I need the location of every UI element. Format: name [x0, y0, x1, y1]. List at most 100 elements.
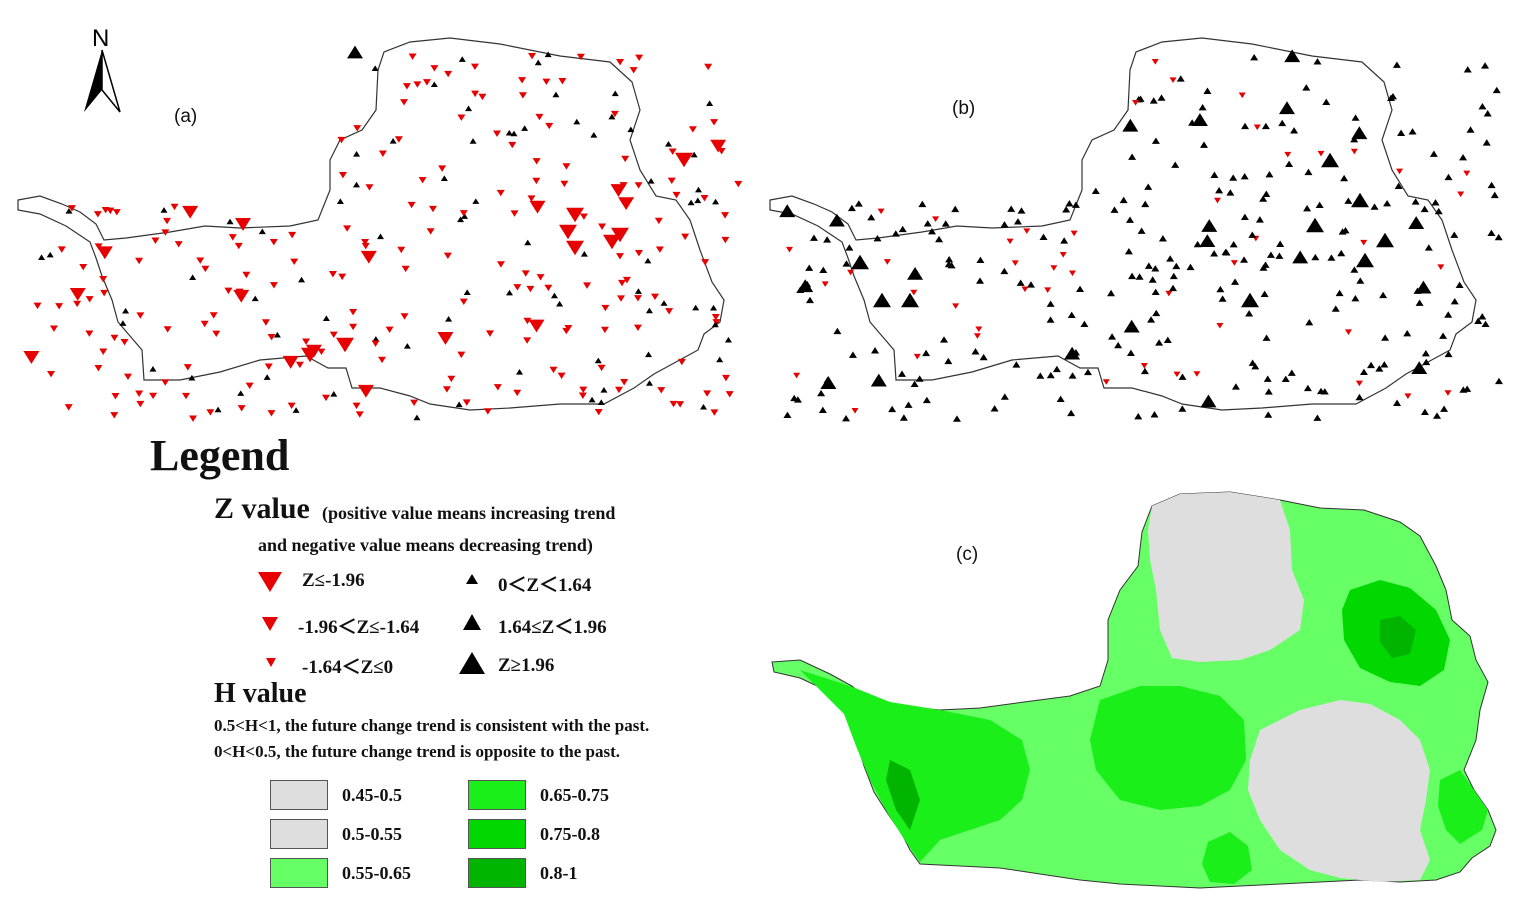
station-decrease-marker [245, 382, 254, 389]
station-decrease-marker [402, 83, 411, 90]
station-decrease-marker [657, 387, 666, 394]
legend-title: Legend [150, 431, 290, 480]
station-decrease-marker [64, 404, 73, 411]
station-increase-marker [1176, 75, 1185, 82]
station-decrease-marker [189, 415, 198, 422]
station-decrease-marker [371, 340, 380, 347]
station-decrease-marker [1444, 390, 1452, 396]
legend-label-055-065: 0.55-0.65 [342, 863, 411, 883]
station-decrease-marker [725, 391, 734, 398]
station-decrease-marker [322, 394, 331, 402]
station-decrease-marker [337, 136, 346, 144]
map-panel-b: (b) [769, 37, 1503, 422]
h-zone-dark-green-ne [1380, 616, 1416, 658]
station-decrease-marker [734, 180, 743, 188]
station-increase-marker [1421, 349, 1430, 357]
station-increase-marker [706, 100, 714, 107]
station-decrease-marker [847, 269, 855, 276]
station-increase-marker [371, 65, 379, 71]
station-increase-marker [430, 81, 438, 88]
station-decrease-marker [883, 259, 891, 265]
station-decrease-marker [242, 271, 251, 279]
station-increase-marker [692, 304, 700, 311]
station-decrease-marker [110, 334, 119, 342]
station-decrease-marker [672, 191, 681, 199]
station-decrease-marker [559, 224, 577, 240]
legend-label-z-164-196: 1.64≤Z＜1.96 [498, 617, 607, 638]
station-increase-marker [1302, 84, 1311, 91]
station-decrease-marker [700, 195, 709, 202]
station-increase-marker [1266, 251, 1275, 258]
h-value-note-line2: 0<H<0.5, the future change trend is oppo… [214, 742, 620, 761]
station-increase-marker [1481, 62, 1490, 69]
station-decrease-marker [654, 217, 663, 225]
station-increase-marker [1026, 281, 1035, 288]
station-decrease-marker [704, 63, 713, 71]
station-decrease-marker [201, 265, 210, 273]
station-decrease-marker [360, 250, 377, 264]
station-increase-marker [915, 375, 924, 382]
station-increase-marker [1134, 412, 1143, 420]
station-decrease-marker [447, 375, 456, 383]
station-increase-marker [524, 239, 532, 246]
station-increase-marker [1290, 127, 1299, 134]
station-increase-marker [1264, 411, 1273, 418]
station-increase-marker [1148, 276, 1157, 283]
station-decrease-marker [234, 218, 251, 231]
station-decrease-marker [295, 361, 304, 369]
h-value-note-line1: 0.5<H<1, the future change trend is cons… [214, 716, 650, 735]
station-decrease-marker [183, 364, 192, 371]
station-increase-marker [1262, 334, 1271, 341]
station-increase-marker [1393, 399, 1402, 406]
station-increase-marker [600, 386, 608, 393]
station-increase-marker [1218, 295, 1227, 302]
station-decrease-marker [496, 261, 505, 268]
station-decrease-marker [545, 122, 554, 130]
station-decrease-marker [338, 171, 347, 179]
station-decrease-marker [136, 400, 145, 408]
station-increase-marker [1231, 278, 1240, 285]
station-decrease-marker [532, 177, 541, 185]
station-decrease-marker [422, 79, 431, 86]
station-increase-marker [1056, 395, 1065, 402]
station-increase-marker [1250, 54, 1259, 61]
station-increase-marker [336, 198, 344, 204]
station-increase-marker [1275, 252, 1284, 259]
station-decrease-marker [123, 373, 132, 381]
station-decrease-marker [877, 208, 885, 215]
station-decrease-marker [182, 392, 191, 400]
station-increase-marker [1231, 383, 1240, 390]
station-increase-marker [1420, 205, 1429, 213]
station-decrease-marker [329, 331, 338, 339]
station-increase-marker [1039, 233, 1048, 240]
station-increase-marker [580, 250, 588, 257]
station-increase-marker [1229, 240, 1238, 248]
station-decrease-marker [1011, 260, 1019, 267]
station-increase-marker [976, 256, 985, 264]
station-increase-marker [951, 205, 960, 213]
station-decrease-marker [634, 182, 643, 189]
station-increase-marker [353, 181, 361, 188]
station-increase-marker [1338, 228, 1347, 235]
station-decrease-marker [317, 348, 326, 356]
station-decrease-marker [677, 358, 686, 366]
station-increase-marker [1200, 394, 1217, 408]
station-increase-marker [1163, 336, 1172, 344]
station-decrease-marker [288, 231, 297, 239]
station-increase-marker [1149, 97, 1158, 104]
station-increase-marker [805, 296, 814, 304]
station-increase-marker [1123, 319, 1140, 333]
station-increase-marker [1431, 199, 1440, 206]
station-increase-marker [1379, 291, 1388, 299]
station-increase-marker [1017, 207, 1026, 214]
station-increase-marker [1046, 371, 1055, 379]
station-increase-marker [907, 266, 924, 280]
station-decrease-marker [182, 205, 199, 219]
basin-outline-b [769, 37, 1477, 411]
station-decrease-marker [378, 356, 387, 364]
station-increase-marker [854, 200, 863, 207]
station-decrease-marker [47, 371, 56, 378]
station-increase-marker [1199, 234, 1216, 248]
station-decrease-marker [617, 295, 626, 302]
station-increase-marker [1415, 280, 1432, 294]
